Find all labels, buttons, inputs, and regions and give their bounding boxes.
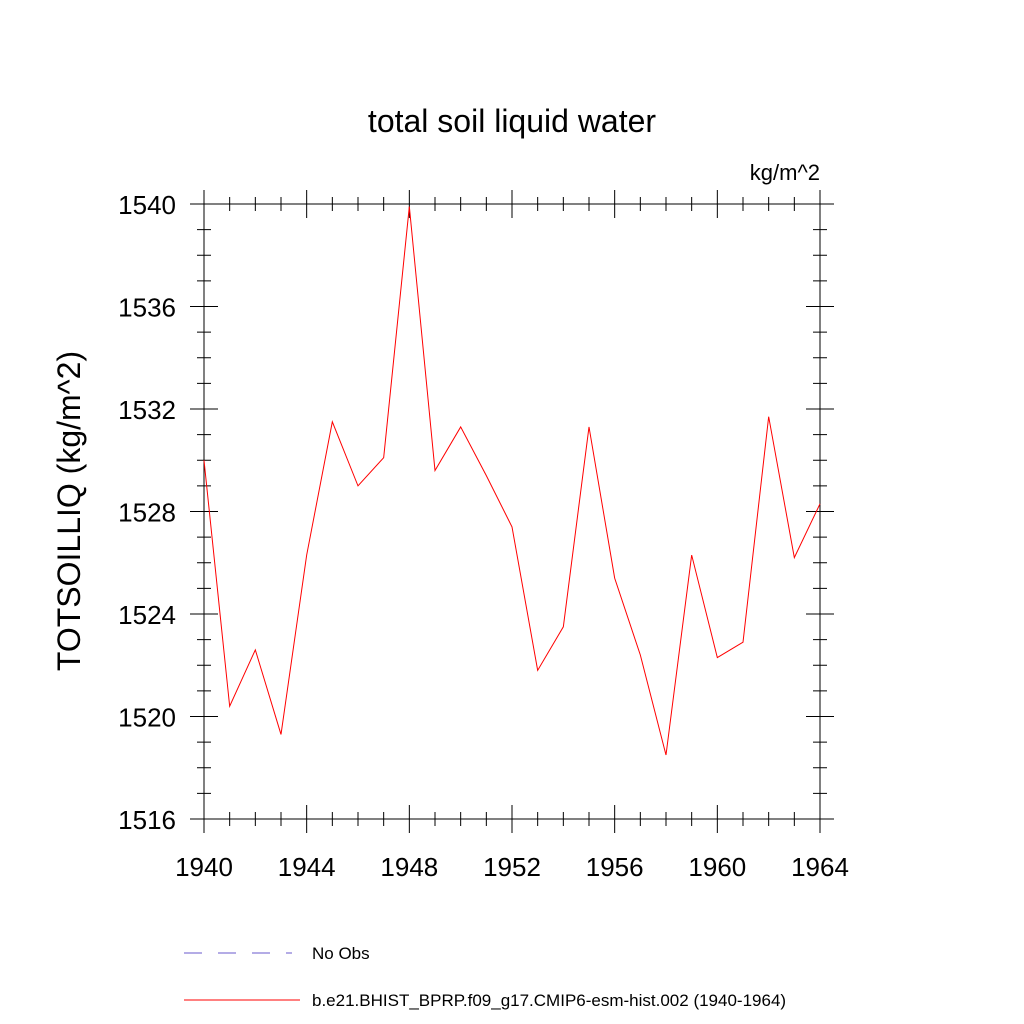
- y-tick-label: 1516: [118, 805, 176, 835]
- x-tick-label: 1952: [483, 852, 541, 882]
- y-tick-label: 1520: [118, 703, 176, 733]
- y-tick-label: 1528: [118, 498, 176, 528]
- x-tick-label: 1940: [175, 852, 233, 882]
- y-tick-label: 1536: [118, 293, 176, 323]
- chart-title: total soil liquid water: [368, 103, 656, 139]
- x-tick-label: 1956: [586, 852, 644, 882]
- axis-ticks: [190, 190, 834, 833]
- y-tick-label: 1540: [118, 190, 176, 220]
- x-tick-label: 1948: [380, 852, 438, 882]
- legend-label-model: b.e21.BHIST_BPRP.f09_g17.CMIP6-esm-hist.…: [312, 991, 786, 1010]
- x-tick-label: 1944: [278, 852, 336, 882]
- tick-labels: 1940 1944 1948 1952 1956 1960 1964 1516 1520 1524…: [118, 190, 849, 882]
- y-tick-label: 1532: [118, 395, 176, 425]
- series-line: [203, 206, 821, 756]
- series-group: [203, 206, 821, 756]
- y-axis-label: TOTSOILLIQ (kg/m^2): [51, 351, 87, 671]
- legend-label-no-obs: No Obs: [312, 944, 370, 963]
- x-tick-label: 1964: [791, 852, 849, 882]
- units-label: kg/m^2: [750, 160, 820, 185]
- x-tick-label: 1960: [688, 852, 746, 882]
- legend: No Obs b.e21.BHIST_BPRP.f09_g17.CMIP6-es…: [184, 944, 786, 1010]
- y-tick-label: 1524: [118, 600, 176, 630]
- plot-frame: [203, 203, 821, 820]
